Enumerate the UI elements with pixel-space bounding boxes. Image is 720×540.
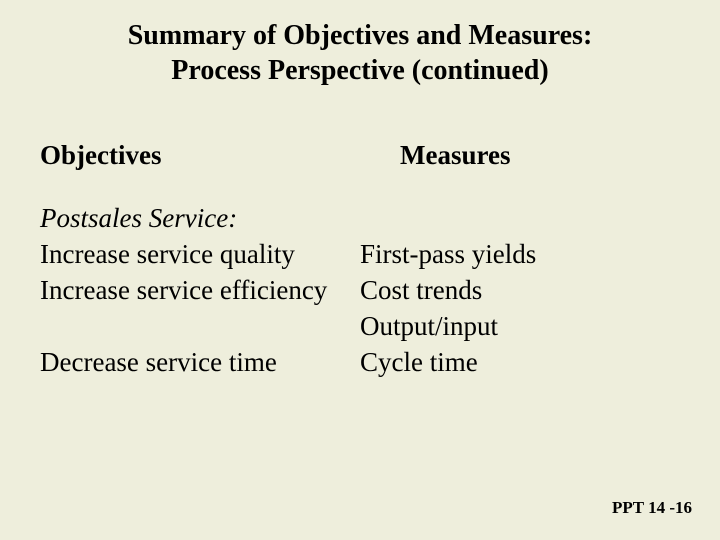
body-content: Postsales Service: Increase service qual… bbox=[40, 200, 680, 380]
slide-title: Summary of Objectives and Measures: Proc… bbox=[0, 18, 720, 88]
title-line-2: Process Perspective (continued) bbox=[0, 53, 720, 88]
objective-cell: Decrease service time bbox=[40, 344, 277, 380]
measures-header: Measures bbox=[400, 140, 510, 171]
title-line-1: Summary of Objectives and Measures: bbox=[0, 18, 720, 53]
section-label: Postsales Service: bbox=[40, 200, 680, 236]
table-row: Increase service efficiency Cost trends bbox=[40, 272, 680, 308]
table-row: Increase service quality First-pass yiel… bbox=[40, 236, 680, 272]
objective-cell: Increase service efficiency bbox=[40, 272, 327, 308]
measure-cell: Cycle time bbox=[360, 344, 478, 380]
slide-number: PPT 14 -16 bbox=[612, 498, 692, 518]
measure-cell: First-pass yields bbox=[360, 236, 536, 272]
measure-cell: Output/input bbox=[360, 308, 498, 344]
measure-cell: Cost trends bbox=[360, 272, 482, 308]
objectives-header: Objectives bbox=[40, 140, 161, 171]
table-row: Output/input bbox=[40, 308, 680, 344]
table-row: Decrease service time Cycle time bbox=[40, 344, 680, 380]
slide: Summary of Objectives and Measures: Proc… bbox=[0, 0, 720, 540]
objective-cell: Increase service quality bbox=[40, 236, 295, 272]
